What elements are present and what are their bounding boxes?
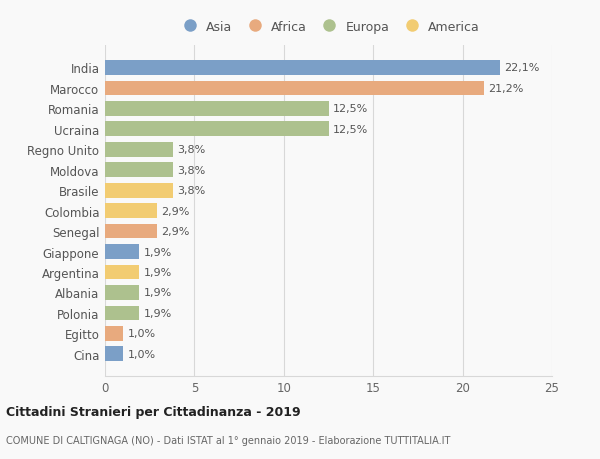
Bar — [105, 143, 173, 157]
Bar — [105, 102, 329, 117]
Text: 3,8%: 3,8% — [178, 165, 206, 175]
Bar — [105, 224, 157, 239]
Text: 2,9%: 2,9% — [161, 206, 190, 216]
Text: 22,1%: 22,1% — [505, 63, 540, 73]
Bar — [105, 347, 123, 361]
Text: 1,9%: 1,9% — [143, 247, 172, 257]
Text: 2,9%: 2,9% — [161, 227, 190, 236]
Bar — [105, 61, 500, 76]
Bar — [105, 265, 139, 280]
Text: 12,5%: 12,5% — [333, 124, 368, 134]
Text: 1,0%: 1,0% — [127, 349, 155, 359]
Bar — [105, 326, 123, 341]
Bar — [105, 204, 157, 218]
Text: 21,2%: 21,2% — [488, 84, 524, 94]
Bar — [105, 306, 139, 320]
Text: Cittadini Stranieri per Cittadinanza - 2019: Cittadini Stranieri per Cittadinanza - 2… — [6, 405, 301, 419]
Bar — [105, 81, 484, 96]
Bar — [105, 245, 139, 259]
Text: 12,5%: 12,5% — [333, 104, 368, 114]
Text: 1,9%: 1,9% — [143, 268, 172, 277]
Bar — [105, 184, 173, 198]
Text: 3,8%: 3,8% — [178, 145, 206, 155]
Bar — [105, 163, 173, 178]
Bar — [105, 122, 329, 137]
Text: 1,9%: 1,9% — [143, 288, 172, 298]
Text: COMUNE DI CALTIGNAGA (NO) - Dati ISTAT al 1° gennaio 2019 - Elaborazione TUTTITA: COMUNE DI CALTIGNAGA (NO) - Dati ISTAT a… — [6, 435, 451, 445]
Bar — [105, 285, 139, 300]
Text: 3,8%: 3,8% — [178, 186, 206, 196]
Legend: Asia, Africa, Europa, America: Asia, Africa, Europa, America — [172, 16, 485, 39]
Text: 1,0%: 1,0% — [127, 329, 155, 339]
Text: 1,9%: 1,9% — [143, 308, 172, 318]
